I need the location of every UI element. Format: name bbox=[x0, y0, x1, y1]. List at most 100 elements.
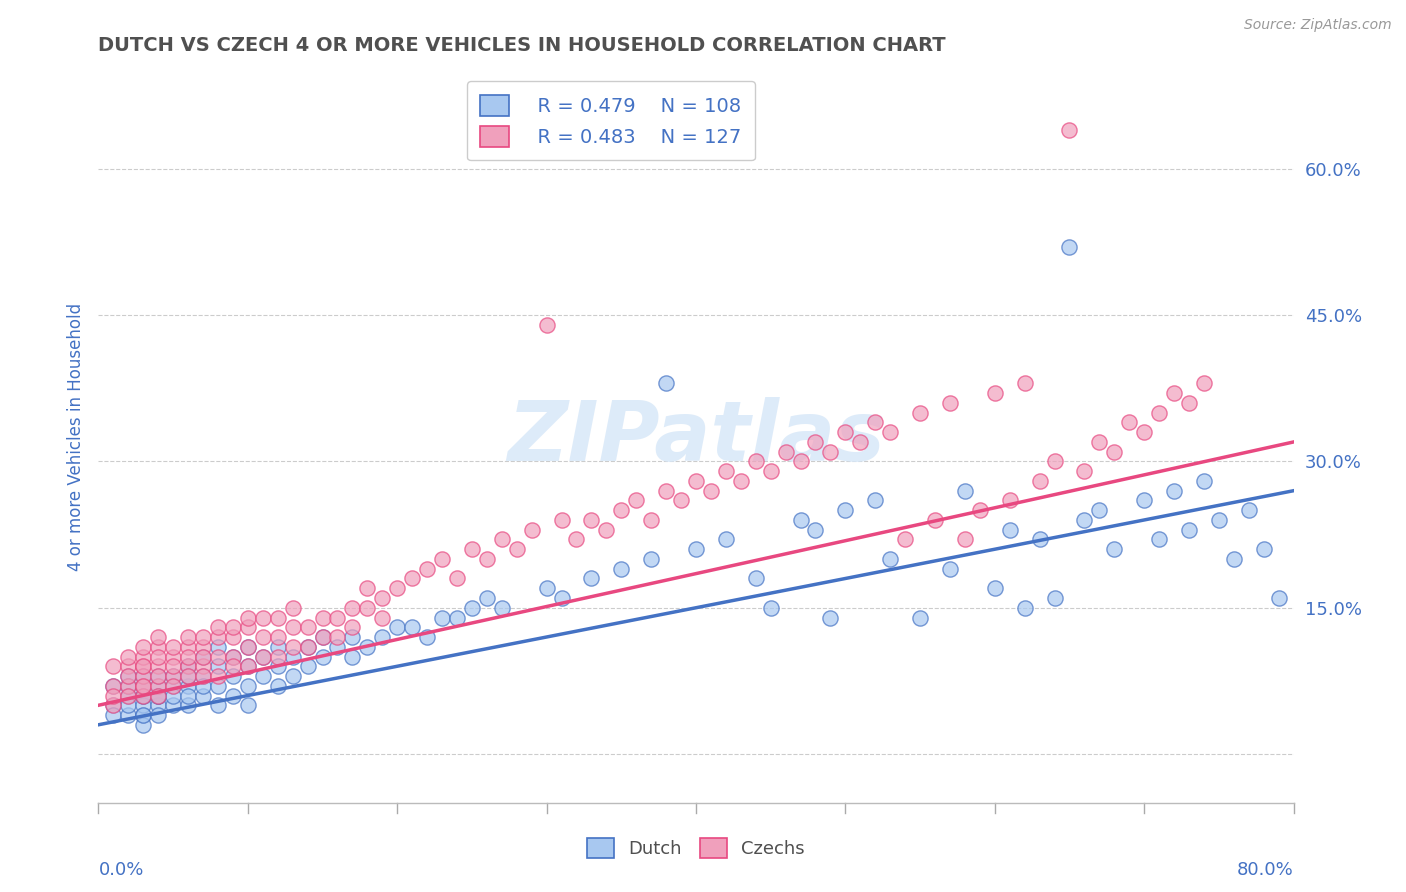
Point bbox=[311, 630, 333, 644]
Point bbox=[281, 669, 304, 683]
Point bbox=[536, 581, 558, 595]
Point bbox=[236, 659, 259, 673]
Point bbox=[1147, 533, 1170, 547]
Point bbox=[371, 610, 394, 624]
Point bbox=[191, 679, 214, 693]
Point bbox=[371, 630, 394, 644]
Text: ZIPatlas: ZIPatlas bbox=[508, 397, 884, 477]
Point bbox=[475, 591, 498, 605]
Point bbox=[236, 620, 259, 634]
Point bbox=[655, 483, 678, 498]
Point bbox=[385, 620, 409, 634]
Point bbox=[117, 708, 139, 723]
Point bbox=[148, 679, 170, 693]
Point bbox=[222, 689, 245, 703]
Point bbox=[311, 649, 333, 664]
Point bbox=[132, 659, 155, 673]
Point bbox=[759, 600, 782, 615]
Point bbox=[162, 659, 184, 673]
Point bbox=[222, 649, 245, 664]
Point bbox=[148, 679, 170, 693]
Point bbox=[640, 552, 662, 566]
Point bbox=[1043, 454, 1066, 468]
Point bbox=[326, 610, 349, 624]
Point bbox=[879, 425, 901, 440]
Point bbox=[103, 698, 125, 713]
Text: 80.0%: 80.0% bbox=[1237, 862, 1294, 880]
Point bbox=[297, 659, 319, 673]
Point bbox=[446, 572, 468, 586]
Point bbox=[103, 698, 125, 713]
Point bbox=[1028, 474, 1050, 488]
Point bbox=[222, 630, 245, 644]
Point bbox=[939, 562, 962, 576]
Point bbox=[162, 679, 184, 693]
Point bbox=[969, 503, 991, 517]
Point bbox=[162, 640, 184, 654]
Point bbox=[177, 659, 200, 673]
Point bbox=[745, 454, 768, 468]
Point bbox=[1192, 474, 1215, 488]
Point bbox=[162, 649, 184, 664]
Point bbox=[1237, 503, 1260, 517]
Point bbox=[1208, 513, 1230, 527]
Point bbox=[491, 533, 513, 547]
Point bbox=[132, 689, 155, 703]
Point bbox=[894, 533, 917, 547]
Point bbox=[162, 698, 184, 713]
Point bbox=[865, 493, 887, 508]
Point bbox=[581, 572, 603, 586]
Point bbox=[117, 669, 139, 683]
Point bbox=[222, 669, 245, 683]
Point bbox=[191, 649, 214, 664]
Point bbox=[759, 464, 782, 478]
Point bbox=[252, 649, 274, 664]
Point bbox=[953, 483, 976, 498]
Point bbox=[820, 444, 842, 458]
Point bbox=[236, 698, 259, 713]
Point bbox=[207, 649, 229, 664]
Point bbox=[1104, 444, 1126, 458]
Point bbox=[148, 689, 170, 703]
Point bbox=[1088, 434, 1111, 449]
Point bbox=[669, 493, 692, 508]
Point bbox=[148, 640, 170, 654]
Point bbox=[148, 659, 170, 673]
Point bbox=[117, 689, 139, 703]
Point bbox=[267, 630, 290, 644]
Point bbox=[356, 640, 378, 654]
Point bbox=[132, 698, 155, 713]
Point bbox=[565, 533, 588, 547]
Point bbox=[1014, 600, 1036, 615]
Point bbox=[1253, 542, 1275, 557]
Point bbox=[207, 659, 229, 673]
Point bbox=[267, 640, 290, 654]
Point bbox=[1073, 513, 1095, 527]
Point bbox=[132, 669, 155, 683]
Point bbox=[1178, 523, 1201, 537]
Point bbox=[252, 649, 274, 664]
Point bbox=[191, 689, 214, 703]
Point bbox=[804, 434, 827, 449]
Point bbox=[730, 474, 752, 488]
Point bbox=[177, 689, 200, 703]
Point bbox=[804, 523, 827, 537]
Point bbox=[550, 513, 572, 527]
Point bbox=[1178, 396, 1201, 410]
Point bbox=[117, 689, 139, 703]
Point bbox=[132, 659, 155, 673]
Point bbox=[281, 620, 304, 634]
Point bbox=[132, 679, 155, 693]
Point bbox=[117, 649, 139, 664]
Legend: Dutch, Czechs: Dutch, Czechs bbox=[578, 829, 814, 867]
Point bbox=[865, 416, 887, 430]
Point bbox=[461, 542, 484, 557]
Point bbox=[162, 689, 184, 703]
Point bbox=[132, 718, 155, 732]
Point bbox=[655, 376, 678, 391]
Y-axis label: 4 or more Vehicles in Household: 4 or more Vehicles in Household bbox=[66, 303, 84, 571]
Point bbox=[191, 649, 214, 664]
Point bbox=[148, 689, 170, 703]
Point bbox=[267, 610, 290, 624]
Point bbox=[191, 630, 214, 644]
